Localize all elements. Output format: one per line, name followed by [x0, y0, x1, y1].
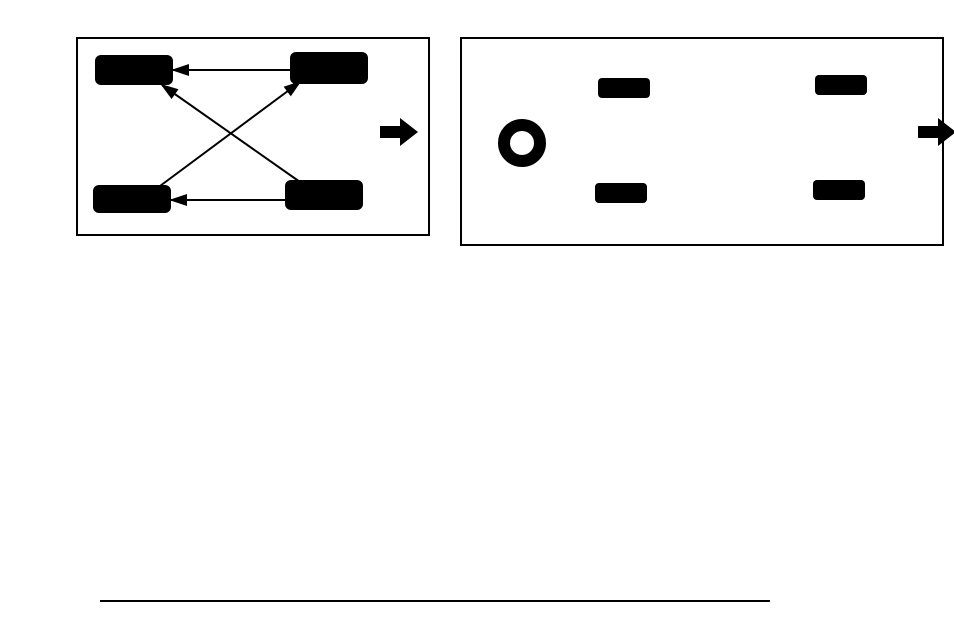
diagram-canvas [0, 0, 954, 636]
left-block-tr [290, 52, 368, 84]
right-forward-arrow-icon [918, 118, 954, 146]
horizontal-rule [100, 600, 770, 602]
left-block-tl [95, 55, 173, 85]
right-block-bl [595, 183, 647, 203]
right-block-br [813, 180, 865, 200]
ring-node-icon [498, 119, 546, 167]
right-block-tl [598, 78, 650, 98]
left-block-br [285, 180, 363, 210]
left-block-bl [93, 185, 171, 213]
right-block-tr [815, 75, 867, 95]
left-forward-arrow-icon [380, 118, 418, 146]
